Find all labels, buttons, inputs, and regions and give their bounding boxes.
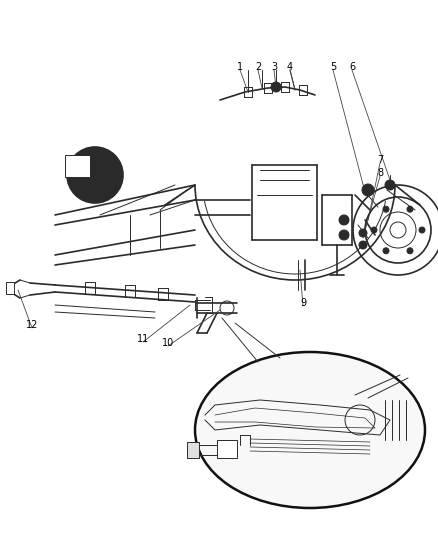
Circle shape: [339, 215, 349, 225]
Circle shape: [359, 241, 367, 249]
Circle shape: [385, 180, 395, 190]
Bar: [217, 440, 237, 458]
Circle shape: [271, 82, 281, 92]
Ellipse shape: [195, 352, 425, 508]
Circle shape: [359, 229, 367, 237]
Circle shape: [383, 206, 389, 212]
Bar: [6, 282, 14, 294]
Circle shape: [362, 184, 374, 196]
Circle shape: [371, 227, 377, 233]
Bar: [65, 155, 90, 177]
Text: 4: 4: [287, 62, 293, 72]
Text: 2: 2: [255, 62, 261, 72]
Text: 10: 10: [162, 338, 174, 348]
Text: 12: 12: [26, 320, 38, 330]
Circle shape: [407, 248, 413, 254]
Text: 1: 1: [237, 62, 243, 72]
Circle shape: [419, 227, 425, 233]
Bar: [187, 442, 199, 458]
Text: 7: 7: [377, 155, 383, 165]
Text: 6: 6: [349, 62, 355, 72]
Circle shape: [383, 248, 389, 254]
Text: 9: 9: [300, 298, 306, 308]
Text: 8: 8: [377, 168, 383, 178]
Text: 11: 11: [137, 334, 149, 344]
Circle shape: [339, 230, 349, 240]
Text: 5: 5: [330, 62, 336, 72]
Circle shape: [407, 206, 413, 212]
Circle shape: [67, 147, 123, 203]
Text: 3: 3: [271, 62, 277, 72]
